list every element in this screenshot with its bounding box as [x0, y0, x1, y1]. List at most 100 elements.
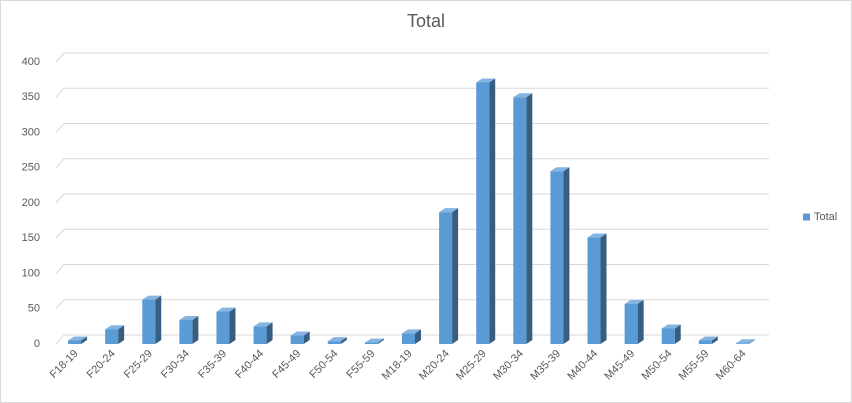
- grid-line: [55, 123, 769, 133]
- bar-front: [142, 299, 156, 344]
- bar-front: [698, 340, 712, 344]
- bar-front: [290, 335, 304, 344]
- bar: [439, 208, 459, 344]
- bar: [513, 93, 533, 344]
- y-tick-label: 350: [22, 91, 40, 103]
- chart-title: Total: [407, 11, 445, 31]
- grid-line-side: [55, 334, 65, 345]
- grid-line-side: [55, 87, 65, 98]
- bar: [142, 295, 162, 344]
- bar-side: [155, 295, 162, 344]
- grid-line: [55, 87, 769, 98]
- bar-front: [216, 311, 230, 344]
- bar-top: [698, 336, 718, 341]
- y-tick-label: 150: [22, 232, 40, 244]
- grid-line-side: [55, 123, 65, 133]
- y-tick-label: 0: [34, 338, 40, 350]
- bar-side: [452, 208, 459, 344]
- bar-front: [364, 342, 378, 344]
- bar-side: [711, 336, 718, 344]
- y-tick-label: 100: [22, 267, 40, 279]
- grid-line-side: [55, 299, 65, 310]
- grid-line-side: [55, 228, 65, 239]
- bar-top: [216, 307, 236, 312]
- bar: [179, 316, 199, 344]
- grid-line-side: [55, 158, 65, 169]
- bar-top: [550, 167, 570, 172]
- bar-top: [68, 336, 88, 341]
- bar-front: [550, 171, 564, 344]
- grid-line-side: [55, 52, 65, 63]
- bar-side: [303, 331, 310, 344]
- bar-front: [624, 303, 638, 344]
- y-tick-label: 250: [22, 162, 40, 174]
- bar-side: [118, 325, 125, 344]
- bar-front: [402, 333, 415, 344]
- bar-top: [327, 337, 347, 342]
- grid-line: [55, 299, 769, 310]
- bar: [216, 307, 236, 344]
- bar: [698, 336, 718, 344]
- bar: [550, 167, 570, 344]
- bar-side: [192, 316, 199, 344]
- bar: [735, 339, 755, 344]
- bar-side: [229, 307, 236, 344]
- bar-top: [179, 316, 199, 321]
- y-tick-label: 400: [22, 56, 40, 68]
- grid-line: [55, 193, 769, 204]
- bar-side: [340, 337, 347, 344]
- bar-top: [624, 299, 644, 304]
- bar-side: [563, 167, 570, 344]
- bar: [105, 325, 125, 344]
- bar: [476, 78, 496, 344]
- bar-top: [290, 331, 310, 336]
- bar: [364, 338, 384, 344]
- bar-front: [735, 343, 749, 344]
- bar-top: [402, 329, 421, 334]
- bar-front: [476, 82, 490, 344]
- bar-front: [587, 237, 601, 344]
- y-tick-label: 300: [22, 126, 40, 138]
- legend-label: Total: [814, 211, 837, 223]
- grid-line-side: [55, 193, 65, 204]
- bar: [624, 299, 644, 344]
- bar-front: [513, 97, 527, 344]
- bar-top: [142, 295, 162, 300]
- bar-top: [661, 324, 681, 329]
- legend-swatch: [803, 213, 810, 221]
- bar-top: [364, 338, 384, 343]
- bar-front: [105, 329, 119, 344]
- bar-top: [476, 78, 496, 83]
- bar-side: [489, 78, 496, 344]
- bar-side: [674, 324, 681, 344]
- grid-line: [55, 228, 769, 239]
- bar: [587, 233, 607, 344]
- grid-line: [55, 158, 769, 169]
- bar-top: [253, 322, 273, 327]
- bar: [68, 336, 88, 344]
- bar-front: [327, 341, 341, 344]
- bar-top: [105, 325, 125, 330]
- bar: [290, 331, 310, 344]
- y-tick-label: 200: [22, 197, 40, 209]
- bar-front: [439, 212, 453, 344]
- bar-side: [377, 338, 384, 344]
- bar-side: [600, 233, 607, 344]
- grid-line: [55, 264, 769, 274]
- bar: [402, 329, 421, 344]
- bar-side: [266, 322, 273, 344]
- bar-side: [81, 336, 88, 344]
- y-tick-label: 50: [28, 303, 40, 315]
- bar-front: [68, 340, 82, 344]
- bar-front: [661, 328, 675, 344]
- bar-top: [735, 339, 755, 344]
- bar-side: [748, 339, 755, 344]
- bar: [327, 337, 347, 344]
- bar-top: [439, 208, 459, 213]
- grid-line-side: [55, 264, 65, 274]
- bar: [253, 322, 273, 344]
- bar-front: [253, 326, 267, 344]
- bar-side: [526, 93, 533, 344]
